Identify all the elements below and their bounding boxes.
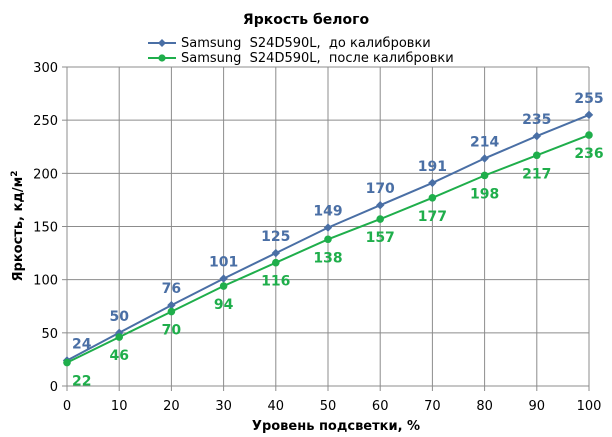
x-tick-label: 100 — [577, 399, 602, 414]
x-tick-label: 30 — [215, 399, 232, 414]
data-point — [115, 333, 123, 341]
data-point — [167, 307, 176, 316]
legend-label-before: Samsung S24D590L, до калибровки — [181, 36, 431, 51]
data-label: 170 — [366, 181, 395, 197]
data-labels: 24 50 76 101 125 149 170 191 214 235 255 22 46 70 94 11… — [72, 91, 604, 390]
data-label: 138 — [313, 250, 342, 266]
legend-marker-after — [158, 54, 166, 62]
x-tick-label: 90 — [529, 399, 546, 414]
y-tick-labels: 0 50 100 150 200 250 300 — [33, 61, 58, 395]
data-point — [480, 171, 489, 180]
x-tick-label: 20 — [163, 399, 180, 414]
data-label: 50 — [109, 309, 129, 325]
y-axis-title: Яркость, кд/м2 — [10, 171, 26, 282]
series-after — [63, 131, 593, 367]
data-label: 24 — [72, 336, 92, 352]
x-tick-label: 0 — [63, 399, 71, 414]
data-label: 70 — [162, 323, 182, 339]
y-tick-label: 200 — [33, 167, 58, 182]
legend-item-after: Samsung S24D590L, после калибровки — [148, 51, 454, 66]
x-tick-label: 80 — [476, 399, 493, 414]
x-axis-title: Уровень подсветки, % — [252, 419, 420, 434]
data-label: 157 — [366, 230, 395, 246]
data-point — [584, 110, 594, 120]
data-label: 116 — [261, 274, 290, 290]
data-point — [533, 151, 541, 160]
data-point — [428, 193, 437, 202]
data-point — [63, 358, 71, 367]
data-point — [324, 235, 332, 244]
x-tick-labels: 0 10 20 30 40 50 60 70 80 90 100 — [63, 399, 602, 414]
data-point — [376, 201, 385, 210]
chart-title: Яркость белого — [243, 12, 370, 28]
data-label: 76 — [162, 281, 181, 297]
x-tick-label: 40 — [268, 399, 285, 414]
data-label: 235 — [522, 112, 551, 128]
data-label: 94 — [214, 297, 234, 313]
y-tick-label: 0 — [50, 380, 58, 395]
y-tick-label: 250 — [33, 114, 58, 129]
data-label: 46 — [109, 348, 128, 364]
x-tick-label: 10 — [111, 399, 128, 414]
data-point — [271, 248, 280, 258]
legend-label-after: Samsung S24D590L, после калибровки — [181, 51, 454, 66]
data-point — [532, 131, 541, 141]
legend-item-before: Samsung S24D590L, до калибровки — [148, 36, 431, 51]
data-label: 198 — [470, 186, 499, 202]
y-axis-title-text: Яркость, кд/м — [11, 177, 26, 282]
axes — [62, 66, 590, 391]
data-label: 22 — [72, 374, 91, 390]
data-point — [167, 300, 176, 310]
x-tick-label: 50 — [320, 399, 337, 414]
legend: Samsung S24D590L, до калибровки Samsung … — [148, 36, 454, 66]
y-tick-label: 150 — [33, 221, 58, 236]
data-point — [323, 223, 333, 232]
data-label: 177 — [418, 209, 447, 225]
data-point — [428, 178, 437, 188]
series — [62, 110, 594, 367]
data-label: 101 — [209, 255, 238, 271]
data-point — [376, 215, 385, 223]
data-label: 217 — [522, 166, 551, 182]
data-label: 214 — [470, 134, 499, 150]
series-before — [62, 110, 594, 365]
data-label: 125 — [261, 229, 290, 245]
legend-marker-before — [158, 39, 166, 47]
data-point — [219, 274, 228, 283]
data-label: 236 — [574, 146, 603, 162]
data-point — [480, 154, 489, 163]
data-label: 255 — [574, 91, 603, 107]
y-tick-label: 300 — [33, 61, 58, 76]
data-point — [272, 258, 280, 267]
y-axis-title-superscript: 2 — [10, 171, 20, 177]
x-tick-label: 60 — [372, 399, 389, 414]
y-tick-label: 50 — [41, 327, 58, 342]
data-label: 191 — [418, 159, 447, 175]
y-tick-label: 100 — [33, 274, 58, 289]
data-point — [585, 131, 593, 139]
data-label: 149 — [313, 204, 342, 220]
x-tick-label: 70 — [424, 399, 441, 414]
data-point — [219, 282, 228, 290]
